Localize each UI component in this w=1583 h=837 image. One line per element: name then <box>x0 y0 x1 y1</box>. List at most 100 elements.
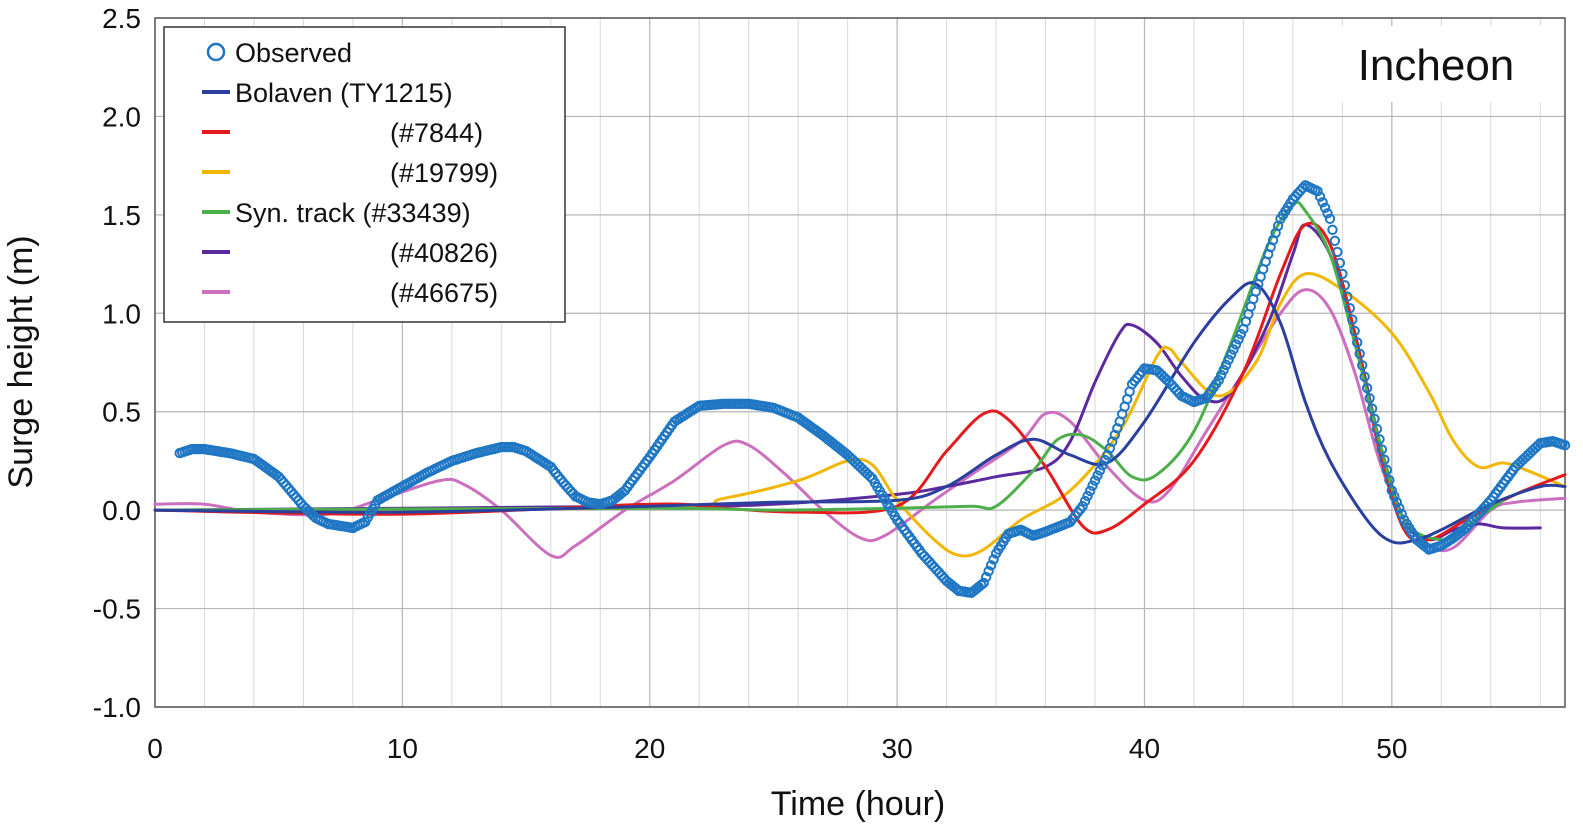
y-tick-label: -0.5 <box>93 594 141 625</box>
legend-label: (#19799) <box>390 158 498 188</box>
legend-marker-observed <box>206 42 226 62</box>
observed-point <box>1089 475 1101 486</box>
y-tick-label: 2.0 <box>102 101 141 132</box>
x-tick-label: 50 <box>1376 733 1407 764</box>
y-tick-label: 1.5 <box>102 200 141 231</box>
observed-point <box>1216 369 1227 381</box>
observed-point <box>1391 497 1403 508</box>
observed-point <box>1094 465 1106 476</box>
observed-point <box>1342 291 1353 302</box>
x-tick-label: 30 <box>882 733 913 764</box>
legend-items: Observed Bolaven (TY1215) (#7844) (#19799) S… <box>202 38 498 308</box>
observed-point <box>1082 490 1093 502</box>
observed-point <box>1394 503 1405 514</box>
observed-point <box>981 571 992 583</box>
station-label: Incheon <box>1358 41 1515 90</box>
series-layer <box>153 180 1571 598</box>
observed-point <box>1235 329 1247 340</box>
x-tick-label: 20 <box>634 733 665 764</box>
observed-point <box>1327 224 1338 236</box>
observed-point <box>1322 208 1333 219</box>
y-tick-label: 0.5 <box>102 397 141 428</box>
observed-point <box>1371 423 1383 435</box>
observed-point <box>1079 495 1091 507</box>
observed-point <box>1347 314 1358 325</box>
observed-point <box>1366 403 1378 414</box>
observed-point <box>1233 334 1244 345</box>
observed-point <box>1218 364 1229 376</box>
observed-point <box>1364 393 1375 404</box>
legend-label: (#46675) <box>390 278 498 308</box>
observed-point <box>1389 491 1400 502</box>
observed-point <box>1084 485 1096 497</box>
observed-point <box>1317 197 1328 208</box>
x-axis-tick-labels: 0 10 20 30 40 50 <box>147 733 1407 764</box>
observed-point <box>983 566 994 577</box>
observed-point <box>1230 339 1242 350</box>
observed-point <box>1359 371 1370 382</box>
observed-point <box>1329 235 1341 247</box>
observed-point <box>1220 359 1232 371</box>
x-tick-label: 40 <box>1129 733 1160 764</box>
observed-point <box>1374 434 1385 445</box>
plot-frame <box>154 17 1566 708</box>
y-axis-tick-labels: -1.0 -0.5 0.0 0.5 1.0 1.5 2.0 2.5 <box>93 3 141 723</box>
series-line-4 <box>153 200 1505 542</box>
observed-point <box>1092 470 1103 481</box>
legend: Observed Bolaven (TY1215) (#7844) (#19799) S… <box>163 26 566 323</box>
legend-label: (#40826) <box>390 238 498 268</box>
observed-point <box>1337 268 1348 280</box>
observed-point <box>1339 280 1351 291</box>
observed-point <box>1384 475 1395 486</box>
legend-label: Bolaven (TY1215) <box>235 78 453 108</box>
observed-point <box>1354 348 1365 359</box>
observed-point <box>1097 460 1108 471</box>
observed-point <box>1352 337 1363 348</box>
observed-point <box>1386 485 1398 496</box>
y-tick-label: 1.0 <box>102 298 141 329</box>
observed-point <box>1319 202 1331 214</box>
observed-point <box>1357 360 1368 371</box>
observed-point <box>1312 186 1323 197</box>
y-tick-label: 2.5 <box>102 3 141 34</box>
observed-point <box>1228 344 1239 355</box>
legend-label: (#7844) <box>390 118 483 148</box>
observed-point <box>1361 382 1373 394</box>
observed-point <box>1344 303 1356 314</box>
observed-point <box>1483 497 1494 509</box>
observed-point <box>1559 440 1571 451</box>
y-axis-title: Surge height (m) <box>2 235 40 488</box>
x-axis-title: Time (hour) <box>771 785 945 823</box>
observed-point <box>988 554 999 565</box>
observed-point <box>1225 349 1237 360</box>
observed-point <box>1349 325 1360 337</box>
observed-point <box>985 560 997 571</box>
x-tick-label: 10 <box>387 733 418 764</box>
observed-point <box>1223 354 1234 365</box>
observed-point <box>1314 191 1326 202</box>
observed-point <box>1099 454 1111 466</box>
y-tick-label: -1.0 <box>93 692 141 723</box>
observed-point <box>1376 444 1388 455</box>
observed-point <box>1077 501 1088 512</box>
legend-label: Observed <box>235 38 352 68</box>
observed-point <box>1334 257 1346 269</box>
y-tick-label: 0.0 <box>102 495 141 526</box>
observed-point <box>1332 246 1343 258</box>
observed-point <box>1381 464 1393 476</box>
x-tick-label: 0 <box>147 733 163 764</box>
observed-point <box>1324 213 1336 225</box>
observed-point <box>1369 413 1380 424</box>
observed-point <box>1213 375 1224 386</box>
observed-point <box>1379 454 1390 465</box>
legend-label: Syn. track (#33439) <box>235 198 471 228</box>
series-line-6 <box>153 288 1567 559</box>
legend-box <box>163 26 566 323</box>
observed-point <box>1396 508 1407 520</box>
series-line-3 <box>153 272 1567 558</box>
series-observed <box>174 180 1571 598</box>
observed-point <box>1087 480 1098 491</box>
observed-point <box>864 471 876 482</box>
observed-point <box>978 577 989 589</box>
